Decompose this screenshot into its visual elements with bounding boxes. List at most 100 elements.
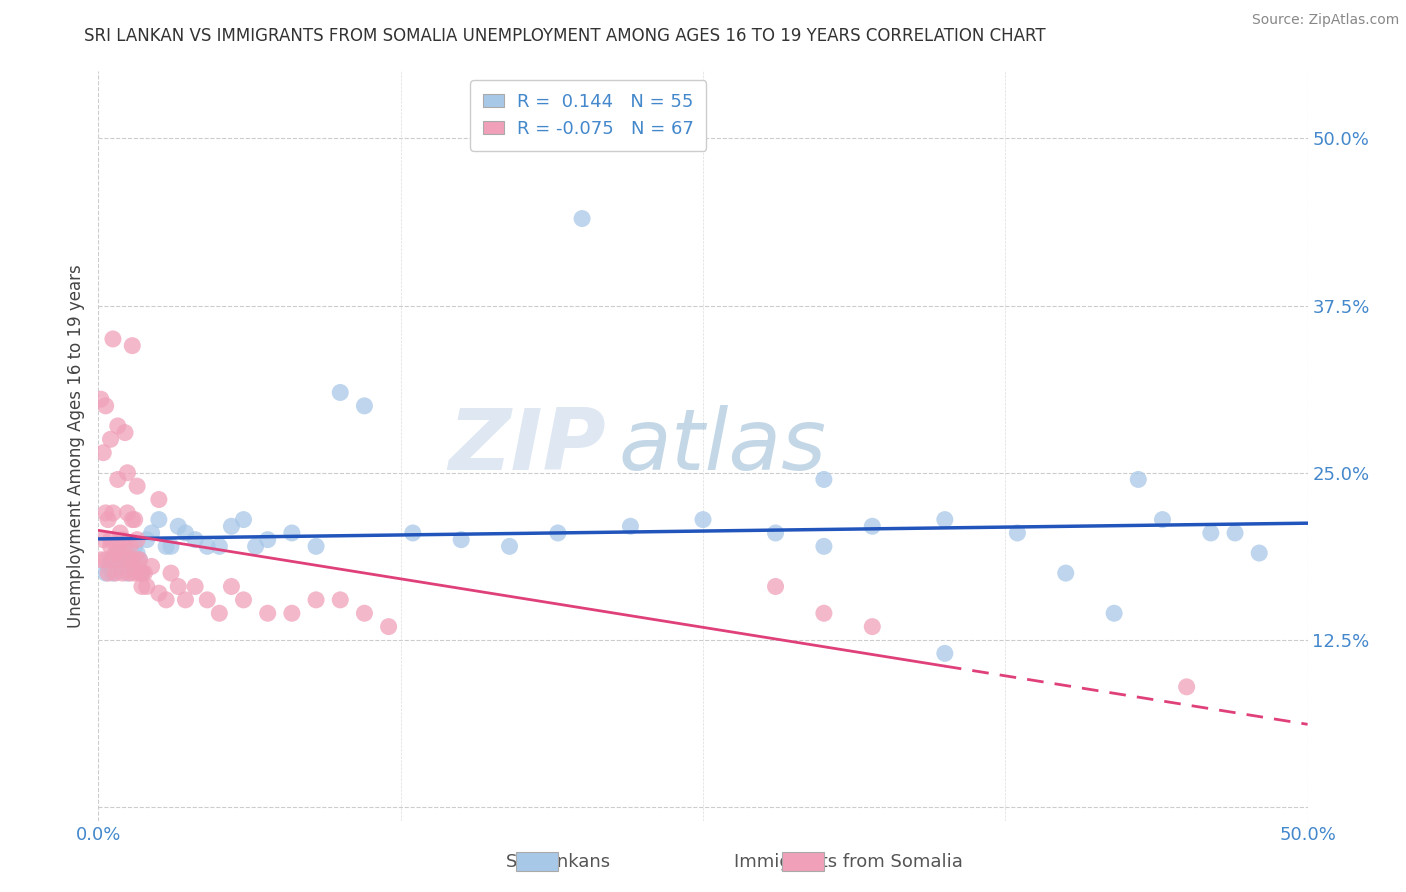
- Point: [281, 607, 304, 621]
- Point: [117, 553, 139, 567]
- Point: [221, 519, 243, 533]
- Point: [94, 506, 117, 520]
- Point: [208, 607, 231, 621]
- Point: [232, 513, 254, 527]
- Point: [167, 519, 190, 533]
- Point: [118, 539, 141, 553]
- Point: [114, 425, 136, 440]
- Point: [765, 526, 787, 541]
- Point: [134, 566, 156, 581]
- Point: [174, 526, 197, 541]
- Point: [97, 566, 120, 581]
- Point: [195, 539, 218, 553]
- Point: [121, 513, 143, 527]
- Point: [97, 513, 120, 527]
- Point: [1223, 526, 1246, 541]
- Point: [124, 513, 146, 527]
- Point: [498, 539, 520, 553]
- Point: [131, 580, 153, 594]
- Point: [934, 513, 956, 527]
- Point: [101, 566, 124, 581]
- Point: [100, 539, 122, 553]
- Point: [94, 553, 117, 567]
- Point: [377, 620, 399, 634]
- Point: [1249, 546, 1271, 560]
- Point: [107, 546, 129, 560]
- Point: [127, 553, 149, 567]
- Point: [256, 607, 278, 621]
- Point: [114, 546, 136, 560]
- Point: [547, 526, 569, 541]
- Point: [195, 593, 218, 607]
- Point: [124, 539, 146, 553]
- Point: [135, 580, 157, 594]
- Point: [148, 586, 170, 600]
- Point: [117, 566, 139, 581]
- Point: [127, 479, 149, 493]
- Point: [108, 559, 131, 574]
- Point: [619, 519, 641, 533]
- Point: [128, 566, 150, 581]
- Point: [1199, 526, 1222, 541]
- Point: [108, 553, 131, 567]
- Point: [184, 580, 207, 594]
- Point: [108, 526, 131, 541]
- Point: [104, 553, 127, 567]
- Point: [121, 559, 143, 574]
- Point: [1152, 513, 1174, 527]
- Point: [305, 539, 328, 553]
- Point: [1054, 566, 1077, 581]
- Point: [281, 526, 304, 541]
- Point: [329, 385, 352, 400]
- Point: [107, 419, 129, 434]
- Point: [127, 546, 149, 560]
- Point: [1175, 680, 1198, 694]
- Y-axis label: Unemployment Among Ages 16 to 19 years: Unemployment Among Ages 16 to 19 years: [67, 264, 86, 628]
- Text: Sri Lankans: Sri Lankans: [506, 853, 610, 871]
- Point: [232, 593, 254, 607]
- Point: [329, 593, 352, 607]
- Point: [107, 539, 129, 553]
- Point: [160, 539, 183, 553]
- Point: [111, 533, 134, 547]
- Point: [97, 559, 120, 574]
- Text: SRI LANKAN VS IMMIGRANTS FROM SOMALIA UNEMPLOYMENT AMONG AGES 16 TO 19 YEARS COR: SRI LANKAN VS IMMIGRANTS FROM SOMALIA UN…: [84, 27, 1046, 45]
- Point: [450, 533, 472, 547]
- Point: [245, 539, 267, 553]
- Point: [100, 433, 122, 447]
- Point: [124, 566, 146, 581]
- Point: [148, 513, 170, 527]
- Text: atlas: atlas: [619, 404, 827, 488]
- Point: [118, 566, 141, 581]
- FancyBboxPatch shape: [782, 853, 824, 871]
- Point: [131, 566, 153, 581]
- FancyBboxPatch shape: [516, 853, 558, 871]
- Point: [155, 593, 177, 607]
- Point: [111, 553, 134, 567]
- Point: [184, 533, 207, 547]
- Point: [765, 580, 787, 594]
- Point: [208, 539, 231, 553]
- Point: [117, 506, 139, 520]
- Point: [402, 526, 425, 541]
- Point: [118, 553, 141, 567]
- Point: [155, 539, 177, 553]
- Point: [174, 593, 197, 607]
- Point: [353, 607, 375, 621]
- Point: [1128, 473, 1150, 487]
- Point: [813, 607, 835, 621]
- Point: [114, 539, 136, 553]
- Point: [148, 492, 170, 507]
- Point: [256, 533, 278, 547]
- Text: Source: ZipAtlas.com: Source: ZipAtlas.com: [1251, 13, 1399, 28]
- Point: [104, 546, 127, 560]
- Point: [117, 466, 139, 480]
- Legend: R =  0.144   N = 55, R = -0.075   N = 67: R = 0.144 N = 55, R = -0.075 N = 67: [470, 80, 706, 151]
- Point: [91, 533, 114, 547]
- Point: [692, 513, 714, 527]
- Point: [121, 553, 143, 567]
- Point: [1007, 526, 1029, 541]
- Point: [101, 506, 124, 520]
- Point: [101, 553, 124, 567]
- Point: [101, 332, 124, 346]
